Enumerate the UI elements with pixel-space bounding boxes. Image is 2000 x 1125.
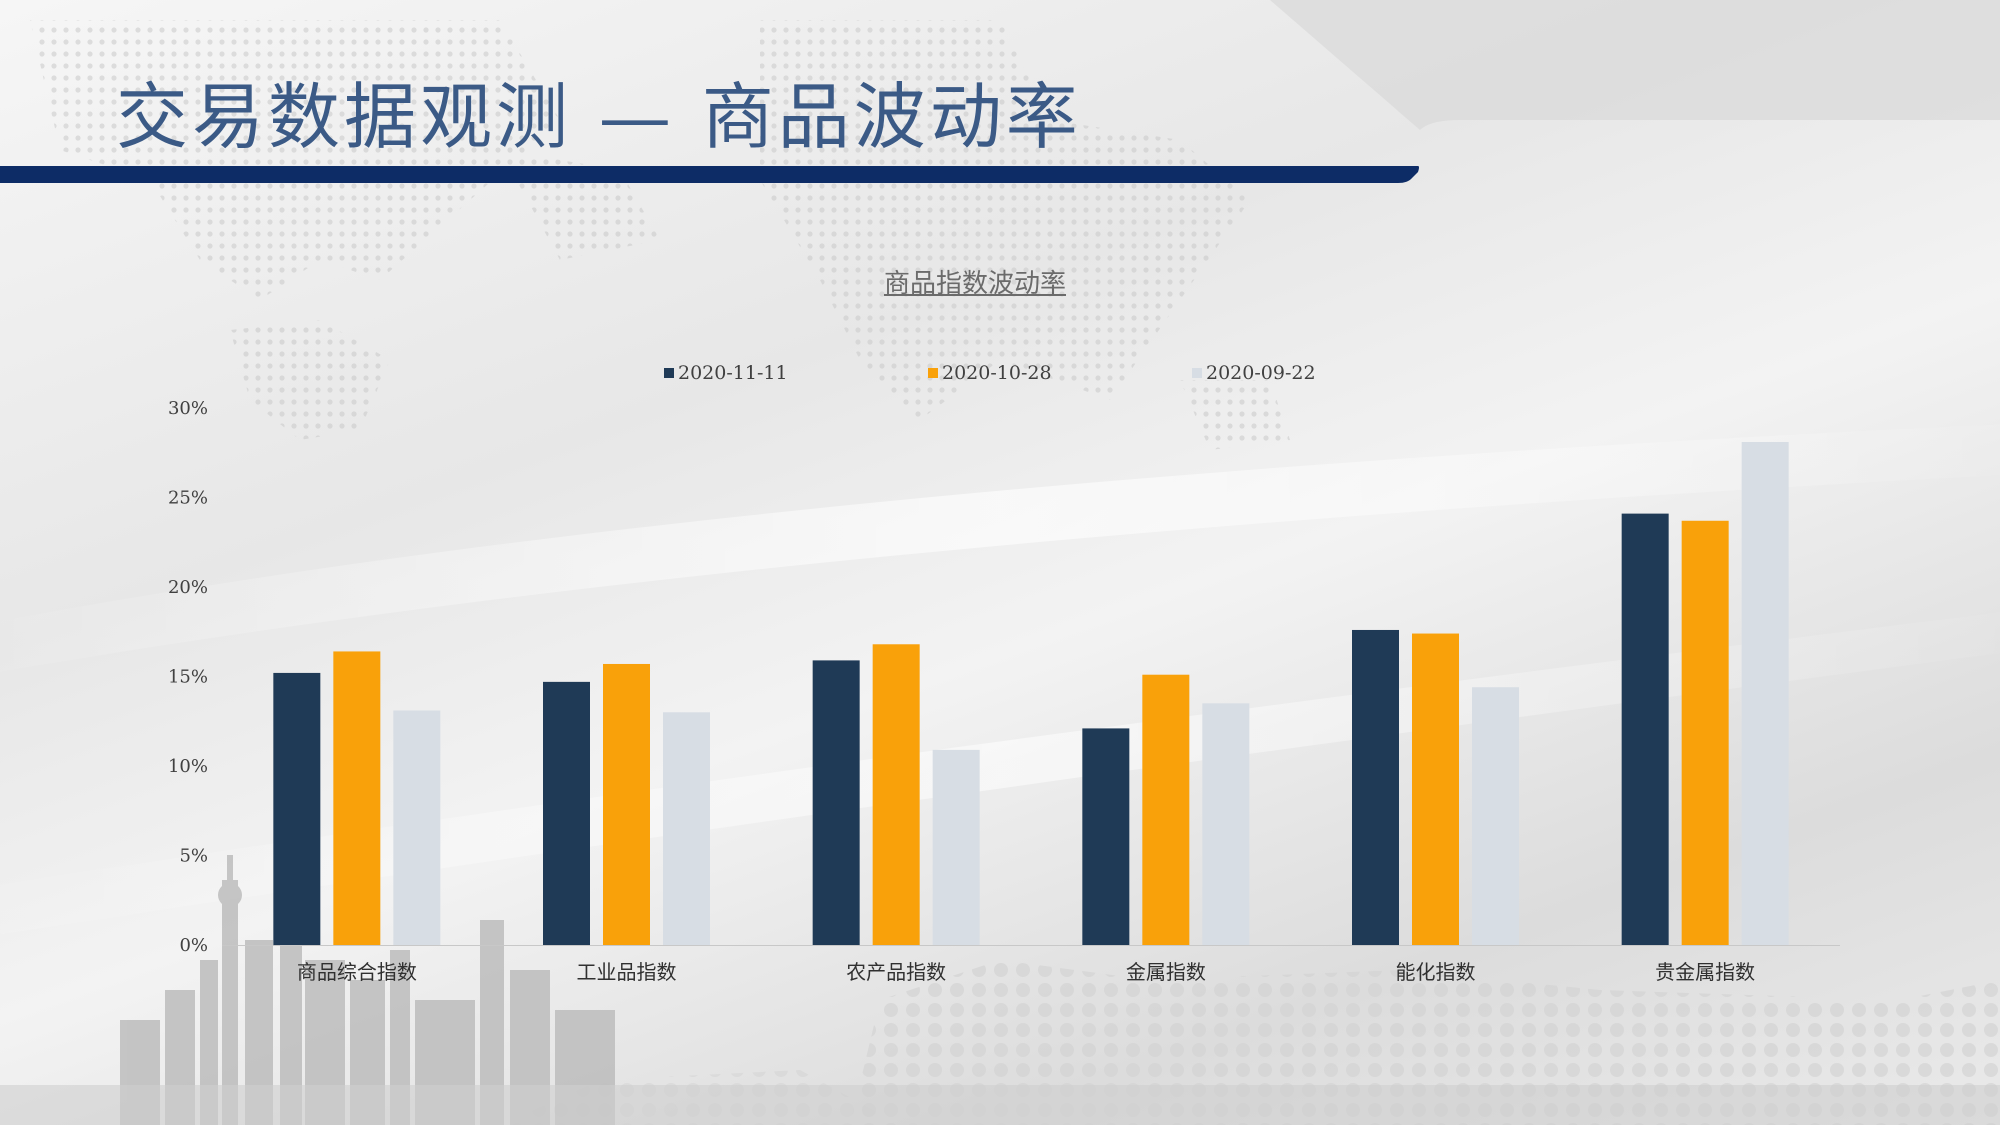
x-category-label: 工业品指数 (577, 960, 677, 984)
bar (1082, 728, 1130, 945)
bar (393, 710, 441, 945)
y-tick-label: 0% (179, 935, 208, 956)
bar (1472, 687, 1519, 945)
legend-item: 2020-10-28 (928, 362, 1052, 384)
bar (1202, 703, 1250, 945)
legend-item: 2020-09-22 (1192, 362, 1316, 384)
y-tick-label: 20% (168, 577, 208, 598)
slide-title: 交易数据观测 — 商品波动率 (116, 75, 1082, 159)
x-category-label: 农产品指数 (846, 960, 946, 984)
bar (273, 672, 321, 945)
legend-label: 2020-09-22 (1206, 362, 1316, 384)
bar (1142, 674, 1190, 945)
bar (1621, 513, 1669, 945)
bar (603, 663, 650, 945)
bar (1741, 442, 1789, 945)
x-category-label: 能化指数 (1396, 960, 1476, 984)
chart-title: 商品指数波动率 (883, 269, 1066, 299)
bar (1681, 520, 1729, 945)
legend-swatch (664, 368, 674, 378)
chart-legend: 2020-11-11 2020-10-28 2020-09-22 (0, 362, 2000, 388)
y-tick-label: 10% (168, 756, 208, 777)
legend-swatch (928, 368, 938, 378)
x-category-label: 贵金属指数 (1655, 960, 1755, 984)
x-category-label: 商品综合指数 (297, 960, 417, 984)
bar (333, 651, 381, 945)
y-tick-label: 30% (168, 398, 208, 419)
legend-label: 2020-10-28 (942, 362, 1052, 384)
bar (1352, 629, 1399, 945)
bar (872, 644, 920, 945)
legend-item: 2020-11-11 (664, 362, 788, 384)
bar (932, 749, 980, 945)
bar (543, 681, 590, 945)
legend-swatch (1192, 368, 1202, 378)
bar (663, 712, 710, 945)
bar (1412, 633, 1459, 945)
legend-label: 2020-11-11 (678, 362, 788, 384)
y-tick-label: 25% (168, 488, 208, 509)
x-category-label: 金属指数 (1126, 960, 1206, 984)
title-bar (0, 166, 1419, 183)
bar (812, 660, 860, 945)
y-tick-label: 5% (179, 846, 208, 867)
y-tick-label: 15% (168, 667, 208, 688)
